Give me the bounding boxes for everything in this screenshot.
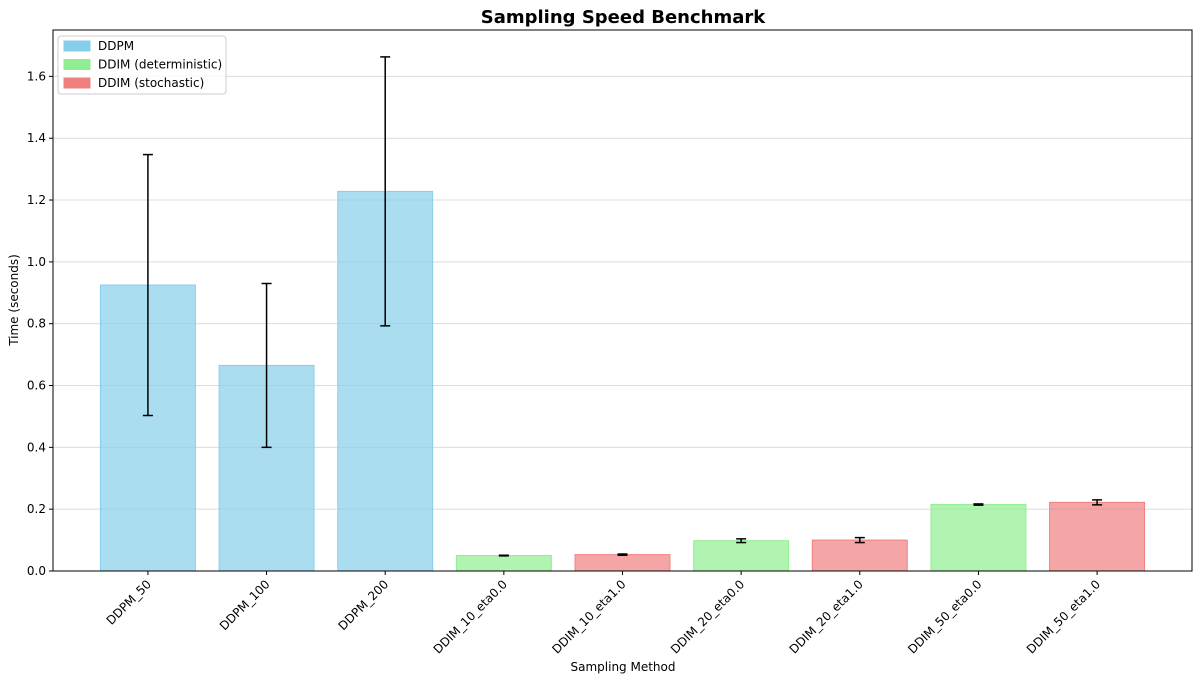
y-tick-label: 0.0 — [27, 564, 46, 578]
error-bar — [498, 554, 509, 557]
legend-item: DDIM (deterministic) — [63, 58, 222, 72]
y-axis-ticks: 0.0 0.2 0.4 0.6 0.8 1.0 1.2 1.4 1.6 — [27, 69, 53, 578]
bars — [99, 190, 1146, 572]
x-tick-label: DDIM_20_eta0.0 — [668, 577, 747, 656]
error-bars — [142, 56, 1103, 557]
x-axis-label: Sampling Method — [571, 660, 676, 674]
error-bar — [1092, 499, 1103, 506]
legend: DDPM DDIM (deterministic) DDIM (stochastic… — [57, 35, 227, 95]
x-tick-label: DDIM_10_eta1.0 — [549, 577, 628, 656]
legend-swatch — [63, 59, 91, 70]
error-bar — [261, 282, 272, 449]
error-bar — [973, 503, 984, 506]
bar — [930, 504, 1027, 572]
y-axis-label: Time (seconds) — [7, 254, 21, 347]
legend-label: DDPM — [98, 39, 134, 53]
error-bar — [617, 553, 628, 556]
y-tick-label: 1.0 — [27, 255, 46, 269]
x-tick-label: DDIM_50_eta1.0 — [1024, 577, 1103, 656]
legend-label: DDIM (deterministic) — [98, 58, 222, 72]
legend-box — [57, 35, 227, 95]
legend-item: DDPM — [63, 39, 134, 53]
bar — [455, 555, 552, 572]
y-tick-label: 0.6 — [27, 379, 46, 393]
bar — [811, 539, 908, 572]
x-tick-label: DDPM_100 — [217, 577, 273, 633]
error-bar — [736, 538, 747, 544]
y-tick-label: 0.8 — [27, 317, 46, 331]
x-tick-label: DDIM_50_eta0.0 — [905, 577, 984, 656]
legend-item: DDIM (stochastic) — [63, 76, 204, 90]
y-tick-label: 0.2 — [27, 502, 46, 516]
chart-title: Sampling Speed Benchmark — [481, 7, 766, 28]
legend-swatch — [63, 77, 91, 89]
error-bar — [142, 153, 153, 417]
y-tick-label: 1.6 — [27, 69, 46, 83]
y-tick-label: 1.2 — [27, 193, 46, 207]
error-bar — [854, 536, 865, 544]
y-tick-label: 1.4 — [27, 131, 46, 145]
error-bar — [380, 56, 391, 327]
legend-swatch — [63, 40, 91, 52]
x-tick-label: DDIM_10_eta0.0 — [431, 577, 510, 656]
bar — [693, 540, 790, 572]
bar — [1049, 501, 1146, 572]
x-tick-label: DDPM_50 — [104, 577, 154, 627]
legend-label: DDIM (stochastic) — [98, 76, 204, 90]
x-tick-label: DDIM_20_eta1.0 — [787, 577, 866, 656]
x-axis-ticks: DDPM_50 DDPM_100 DDPM_200 DDIM_10_eta0.0 DDI… — [104, 571, 1103, 657]
bar — [574, 554, 671, 572]
y-tick-label: 0.4 — [27, 440, 46, 454]
x-tick-label: DDPM_200 — [335, 577, 391, 633]
